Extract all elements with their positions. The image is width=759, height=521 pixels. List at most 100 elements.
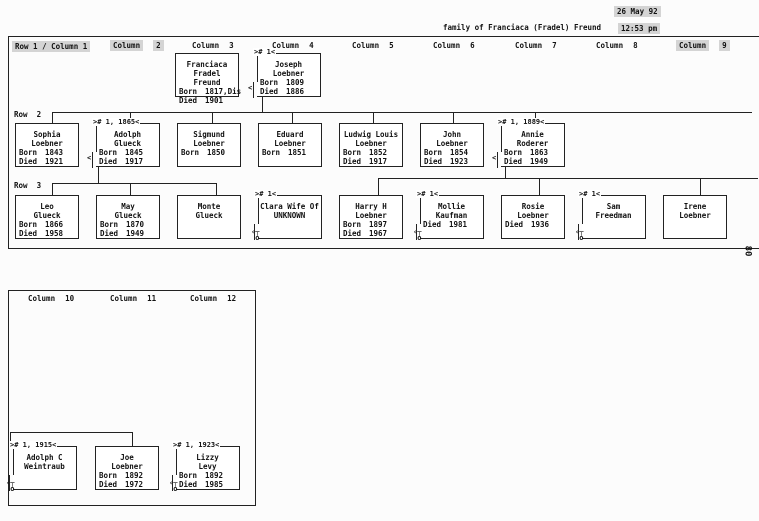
connector-line <box>373 112 374 123</box>
person-box[interactable]: Monte Glueck <box>177 195 241 239</box>
column-header: Column 8 <box>596 41 638 50</box>
box-left-border <box>258 196 259 224</box>
label-born: Born <box>99 471 118 480</box>
person-name: Leo <box>40 202 54 211</box>
box-left-border <box>582 196 583 224</box>
column-number: 8 <box>633 41 638 50</box>
person-box[interactable]: Joe Loebner Born 1892 Died 1972 <box>95 446 159 490</box>
person-box[interactable]: Rosie Loebner Died 1936 <box>501 195 565 239</box>
connector-line <box>535 112 536 123</box>
person-name: Glueck <box>33 211 61 220</box>
marriage-marker: ># 1< <box>416 190 440 198</box>
person-box[interactable]: Eduard Loebner Born 1851 <box>258 123 322 167</box>
label-died: Died <box>260 87 279 96</box>
person-box[interactable]: ># 1, 1923< Lizzy Levy Born 1892 Died 1985 <box>172 441 240 491</box>
column-label: Column <box>676 40 710 51</box>
value-born: 1870 <box>126 220 145 229</box>
page-number: 80 <box>742 245 753 257</box>
label-born: Born <box>343 148 362 157</box>
label-died: Died <box>179 96 198 105</box>
person-box[interactable]: Leo Glueck Born 1866 Died 1958 <box>15 195 79 239</box>
label-died: Died <box>504 157 523 166</box>
connector-arrow: < <box>492 154 497 162</box>
box-left-border-offset <box>254 224 255 240</box>
column-label: Column <box>192 41 220 50</box>
marriage-marker: ># 1, 1923< <box>172 441 221 449</box>
person-name: Sigmund <box>193 130 225 139</box>
connector-line <box>216 183 217 195</box>
person-box[interactable]: Ludwig Louis Loebner Born 1852 Died 1917 <box>339 123 403 167</box>
person-box[interactable]: ># 1, 1865< Adolph Glueck Born 1845 Died 1917 <box>92 118 160 168</box>
person-name: Levy <box>198 462 217 471</box>
person-name: Loebner <box>436 139 468 148</box>
marriage-marker: ># 1, 1915< <box>9 441 58 449</box>
connector-line <box>52 183 216 184</box>
value-born: 1852 <box>369 148 388 157</box>
column-label: Column <box>110 40 144 51</box>
value-born: 1845 <box>125 148 144 157</box>
person-born: Born 1892 <box>96 471 158 480</box>
connector-line <box>132 432 133 446</box>
person-name: Loebner <box>193 139 225 148</box>
value-died: 1967 <box>369 229 388 238</box>
person-box[interactable]: Irene Loebner <box>663 195 727 239</box>
person-box[interactable]: Sophia Loebner Born 1843 Died 1921 <box>15 123 79 167</box>
person-name: Monte <box>197 202 221 211</box>
print-time: 12:53 pm <box>618 23 661 34</box>
connector-line <box>378 178 758 179</box>
label-born: Born <box>504 148 523 157</box>
person-born: Born 1854 <box>421 148 483 157</box>
person-died: Died 1949 <box>97 229 159 238</box>
column-header: Column 5 <box>352 41 394 50</box>
person-box[interactable]: ># 1< Sam Freedman <box>578 190 646 240</box>
person-died: Died 1958 <box>16 229 78 238</box>
person-born: Born 1866 <box>16 220 78 229</box>
marriage-marker: ># 1, 1889< <box>497 118 546 126</box>
person-born: Born 1817,Dis <box>176 87 241 96</box>
person-name: Loebner <box>31 139 63 148</box>
person-name: May <box>121 202 135 211</box>
person-name: Mollie <box>437 202 466 211</box>
person-box[interactable]: Franciaca Fradel Freund Born 1817,Dis Died 19… <box>175 53 241 105</box>
box-left-border <box>176 447 177 475</box>
connector-arrow: ‹┬ o <box>6 479 15 493</box>
person-box[interactable]: ># 1< Mollie Kaufman Died 1981 <box>416 190 484 240</box>
person-box[interactable]: ># 1< Clara Wife Of UNKNOWN <box>254 190 322 240</box>
value-died: 1901 <box>205 96 224 105</box>
column-number: 3 <box>229 41 234 50</box>
person-box[interactable]: Sigmund Loebner Born 1850 <box>177 123 241 167</box>
connector-line <box>539 178 540 195</box>
column-label: Column <box>190 294 218 303</box>
person-name: Joseph <box>274 60 303 69</box>
marriage-marker: ># 1< <box>254 190 278 198</box>
column-number: 7 <box>552 41 557 50</box>
value-born: 1854 <box>450 148 469 157</box>
box-left-border-offset <box>497 152 498 168</box>
value-died: 1949 <box>126 229 145 238</box>
value-died: 1917 <box>369 157 388 166</box>
person-name: Loebner <box>355 211 387 220</box>
column-number: 10 <box>65 294 75 303</box>
person-box[interactable]: ># 1, 1915< Adolph C Weintraub <box>9 441 77 491</box>
person-box[interactable]: Harry H Loebner Born 1897 Died 1967 <box>339 195 403 239</box>
person-box[interactable]: ># 1< Joseph Loebner Born 1809 Died 1886 <box>253 48 321 98</box>
connector-line <box>52 112 752 113</box>
column-number: 6 <box>470 41 475 50</box>
column-label: Column <box>596 41 624 50</box>
person-died: Died 1921 <box>16 157 78 166</box>
label-died: Died <box>343 229 362 238</box>
person-box[interactable]: John Loebner Born 1854 Died 1923 <box>420 123 484 167</box>
connector-line <box>130 183 131 195</box>
column-label: Column <box>110 294 138 303</box>
person-name: Rosie <box>521 202 545 211</box>
value-born: 1892 <box>205 471 224 480</box>
person-box[interactable]: May Glueck Born 1870 Died 1949 <box>96 195 160 239</box>
connector-line <box>10 432 11 446</box>
connector-line <box>378 178 379 195</box>
person-name: Loebner <box>517 211 549 220</box>
row2-label: Row 2 <box>14 110 42 119</box>
person-box[interactable]: ># 1, 1889< Annie Roderer Born 1863 Died 1949 <box>497 118 565 168</box>
column-header: Column 4 <box>272 41 314 50</box>
box-left-border <box>257 54 258 82</box>
